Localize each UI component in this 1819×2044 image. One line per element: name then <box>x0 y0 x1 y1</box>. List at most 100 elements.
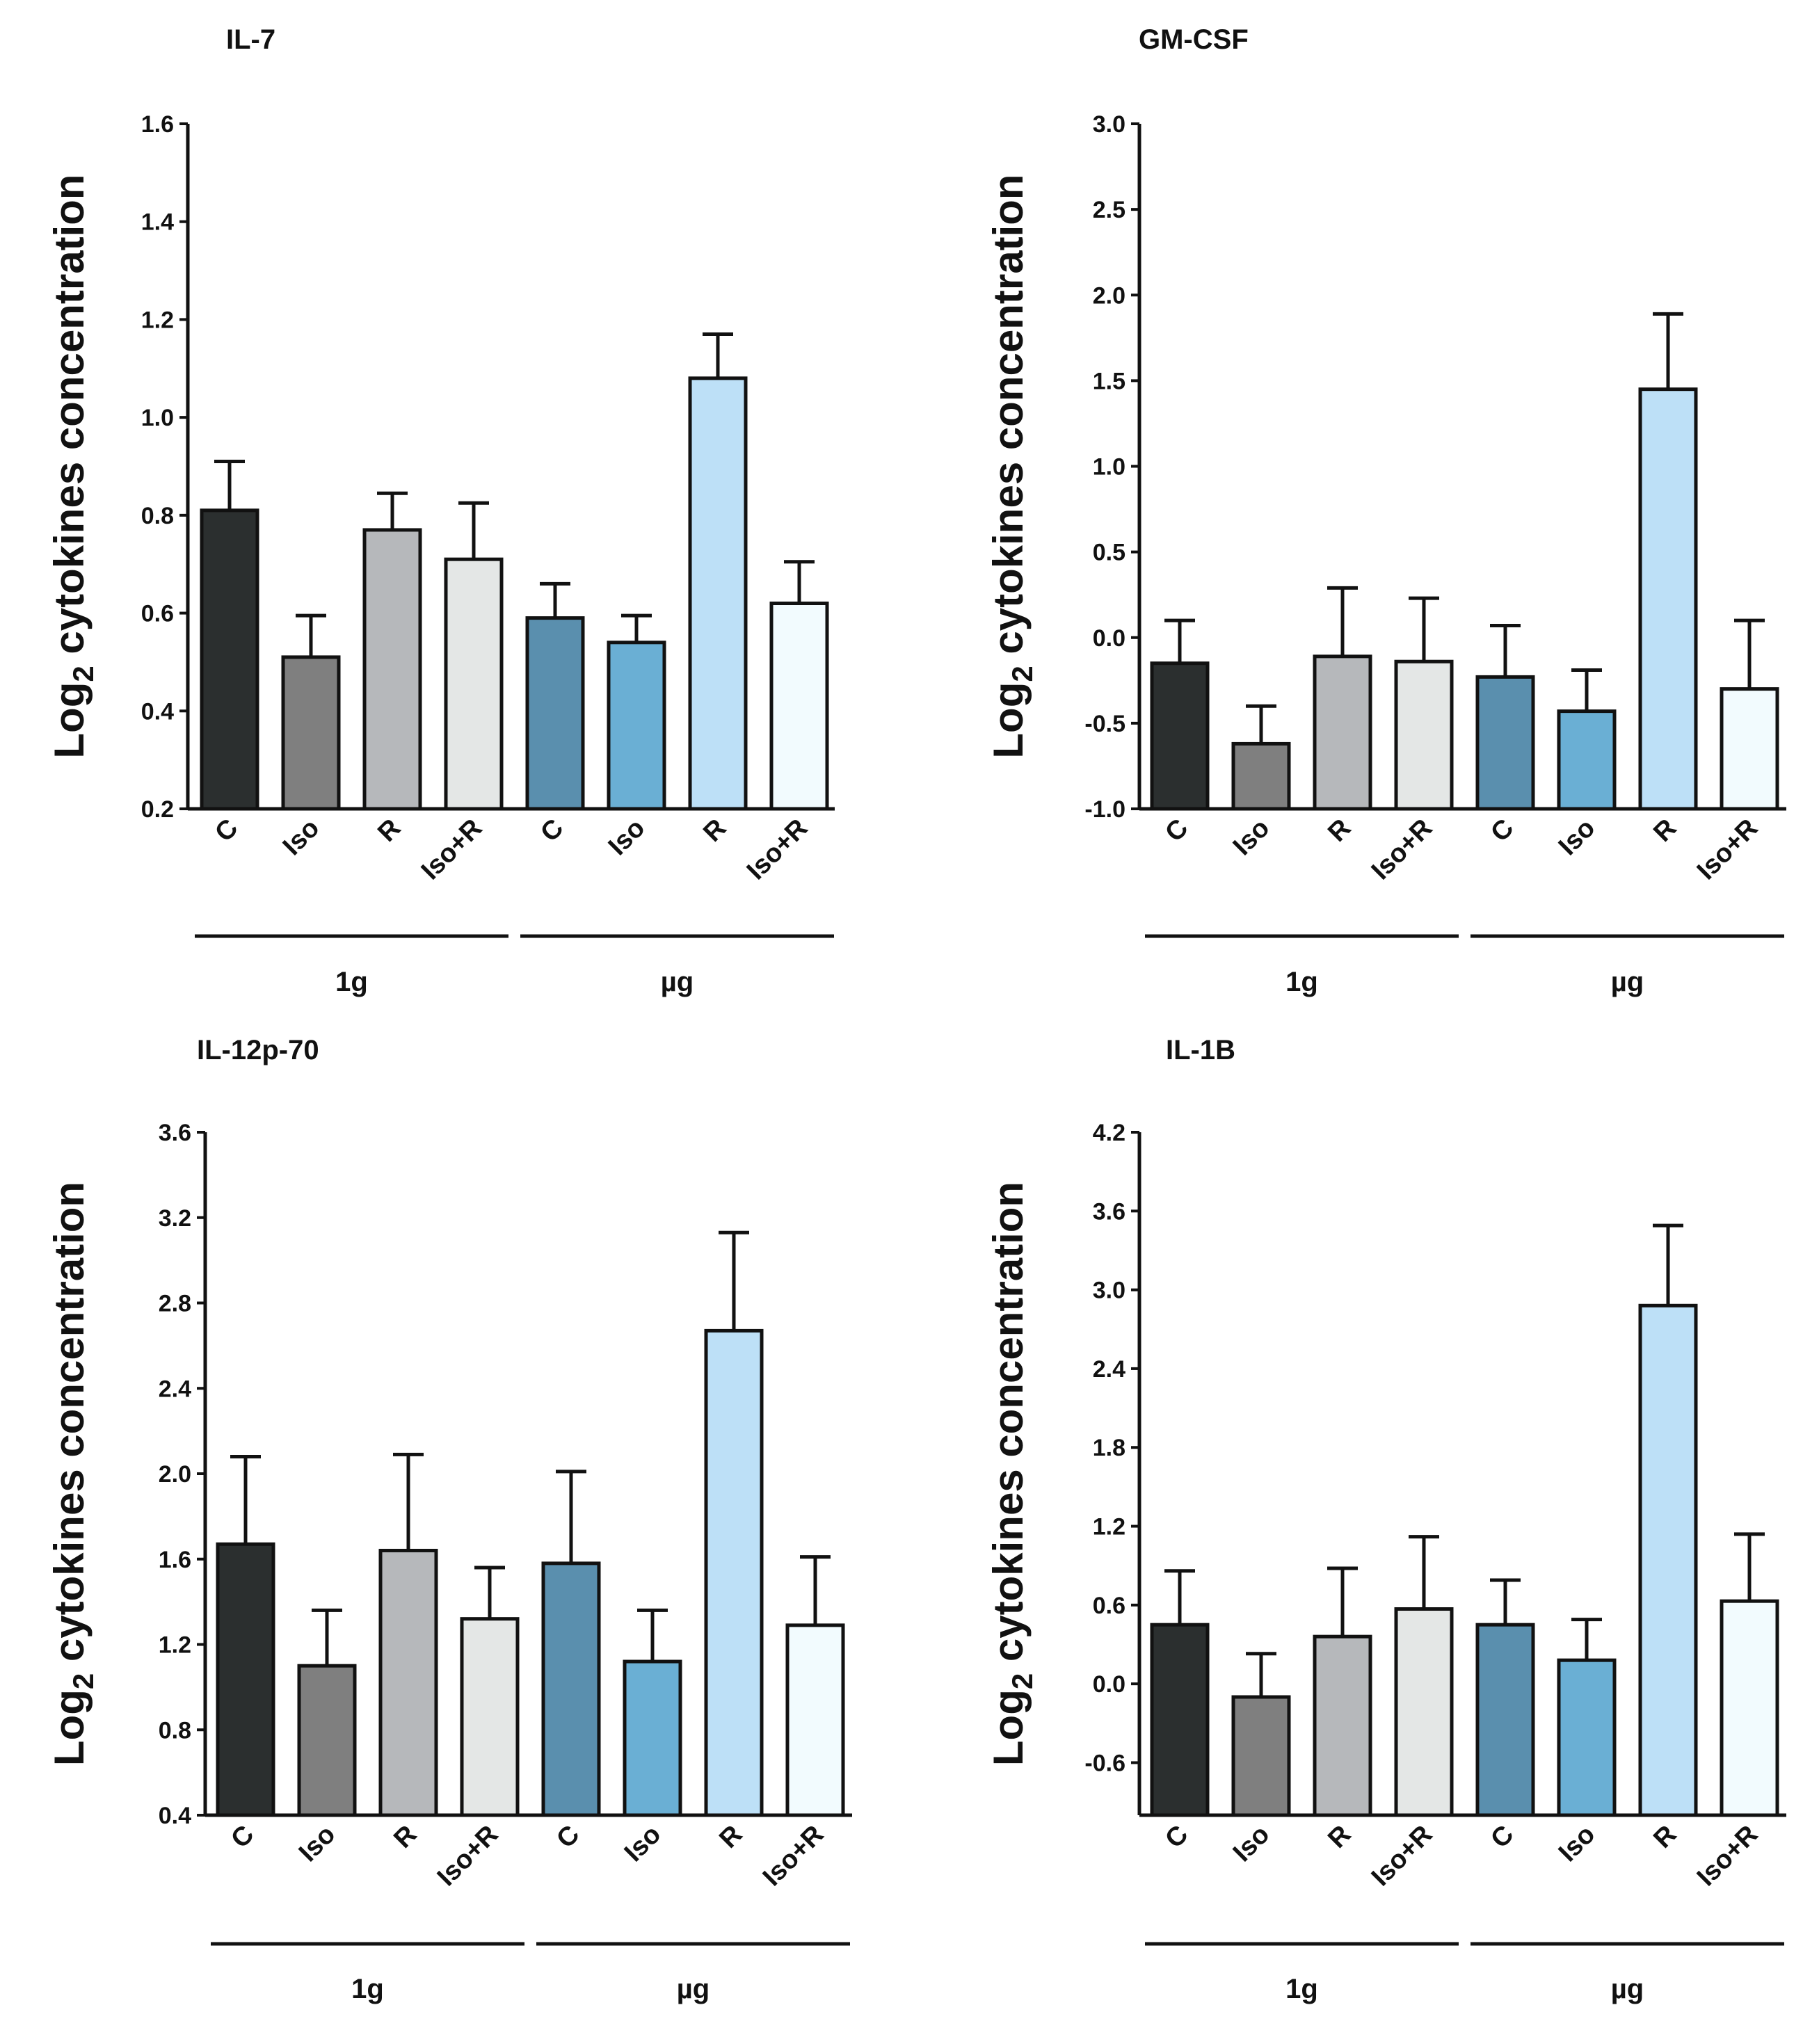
x-tick-label: R <box>372 814 406 848</box>
group-label: µg <box>661 967 694 997</box>
y-tick-label: -1.0 <box>1084 796 1125 823</box>
x-tick-label: Iso+R <box>1366 1820 1439 1892</box>
y-tick-label: 1.0 <box>141 405 174 431</box>
group-label: 1g <box>351 1974 384 2004</box>
x-tick-label: C <box>1160 814 1194 848</box>
bar <box>1638 1303 1698 1817</box>
y-tick-label: 1.8 <box>1093 1435 1125 1461</box>
x-tick-label: Iso+R <box>1692 814 1764 886</box>
x-tick-label: Iso <box>278 814 326 862</box>
bar <box>785 1623 845 1817</box>
bar <box>1150 661 1210 811</box>
group-label: µg <box>1611 967 1644 997</box>
bar <box>200 508 259 811</box>
y-tick-label: 2.4 <box>159 1376 191 1402</box>
bar <box>1394 659 1454 811</box>
y-tick-label: 1.2 <box>141 307 174 333</box>
bar <box>688 376 748 811</box>
y-tick-label: 0.4 <box>141 698 174 725</box>
y-tick-label: -0.5 <box>1084 711 1125 737</box>
y-tick-label: 0.5 <box>1093 540 1125 566</box>
y-tick-label: 1.2 <box>1093 1514 1125 1540</box>
x-tick-label: C <box>225 1820 259 1854</box>
bar <box>378 1548 438 1817</box>
bar <box>297 1664 357 1817</box>
y-tick-label: 1.2 <box>159 1632 191 1659</box>
x-tick-label: R <box>1648 814 1682 848</box>
x-tick-label: R <box>698 814 732 848</box>
x-tick-label: Iso <box>619 1820 667 1868</box>
bar <box>444 557 504 811</box>
x-tick-label: C <box>551 1820 585 1854</box>
x-tick-label: Iso <box>603 814 651 862</box>
bar <box>1720 1599 1779 1817</box>
panel-il-12p-70: IL-12p-70 Log2 cytokines concentration 0.4… <box>46 1035 852 2004</box>
bar <box>525 616 585 811</box>
x-tick-label: Iso+R <box>432 1820 504 1892</box>
y-tick-label: 2.8 <box>159 1291 191 1317</box>
panel-title: IL-7 <box>226 24 275 55</box>
x-tick-label: Iso+R <box>742 814 814 886</box>
bar <box>1231 741 1291 811</box>
bar <box>1150 1623 1210 1817</box>
group-label: 1g <box>335 967 368 997</box>
group-label: 1g <box>1285 1974 1318 2004</box>
y-tick-label: 3.0 <box>1093 1278 1125 1304</box>
y-tick-label: 0.8 <box>141 503 174 529</box>
group-label: 1g <box>1285 967 1318 997</box>
y-tick-label: 0.8 <box>159 1717 191 1744</box>
y-tick-label: 2.0 <box>159 1461 191 1488</box>
y-tick-label: 0.0 <box>1093 1671 1125 1698</box>
panel-title: IL-1B <box>1166 1035 1235 1065</box>
y-axis-label: Log2 cytokines concentration <box>985 174 1039 758</box>
y-tick-label: 0.6 <box>1093 1593 1125 1619</box>
y-tick-label: 3.6 <box>159 1120 191 1146</box>
y-tick-label: 3.0 <box>1093 111 1125 138</box>
panel-gm-csf: GM-CSF Log2 cytokines concentration -1.0 -0… <box>985 24 1786 997</box>
bar <box>769 602 829 811</box>
bar <box>541 1561 601 1817</box>
y-tick-label: 0.0 <box>1093 625 1125 652</box>
y-tick-label: 2.0 <box>1093 282 1125 309</box>
x-tick-label: Iso <box>1553 1820 1601 1868</box>
bar <box>704 1328 764 1817</box>
x-tick-label: Iso <box>1228 1820 1276 1868</box>
y-tick-label: 0.6 <box>141 601 174 627</box>
x-tick-label: Iso+R <box>758 1820 830 1892</box>
y-axis-label: Log2 cytokines concentration <box>46 174 99 758</box>
x-tick-label: C <box>535 814 569 848</box>
y-tick-label: 1.6 <box>159 1547 191 1573</box>
panel-title: GM-CSF <box>1139 24 1249 55</box>
bar <box>281 655 341 811</box>
x-tick-label: R <box>1322 1820 1356 1854</box>
bar <box>1720 687 1779 811</box>
bar <box>1313 1634 1372 1817</box>
y-tick-label: 3.6 <box>1093 1198 1125 1225</box>
panel-il-1b: IL-1B Log2 cytokines concentration -0.6 0.0… <box>985 1035 1786 2004</box>
bar <box>1313 654 1372 811</box>
bar <box>1557 709 1617 811</box>
y-axis-label: Log2 cytokines concentration <box>46 1182 99 1766</box>
bar <box>460 1617 520 1817</box>
bar <box>1475 1623 1535 1817</box>
y-tick-label: 2.4 <box>1093 1356 1125 1383</box>
x-tick-label: Iso+R <box>416 814 488 886</box>
y-tick-label: 1.0 <box>1093 454 1125 481</box>
bar <box>216 1542 275 1817</box>
x-tick-label: R <box>714 1820 748 1854</box>
bar <box>1394 1607 1454 1817</box>
panel-il-7: IL-7 Log2 cytokines concentration 0.2 0.4 0.… <box>46 24 835 997</box>
x-tick-label: Iso <box>1228 814 1276 862</box>
group-label: µg <box>1611 1974 1644 2004</box>
y-tick-label: 0.2 <box>141 796 174 823</box>
bar <box>362 528 422 811</box>
y-tick-label: 2.5 <box>1093 197 1125 223</box>
bar <box>1475 675 1535 811</box>
bar <box>1638 387 1698 811</box>
x-tick-label: C <box>1485 814 1519 848</box>
x-tick-label: R <box>1648 1820 1682 1854</box>
x-tick-label: C <box>209 814 243 848</box>
bar <box>1231 1695 1291 1817</box>
x-tick-label: Iso <box>1553 814 1601 862</box>
